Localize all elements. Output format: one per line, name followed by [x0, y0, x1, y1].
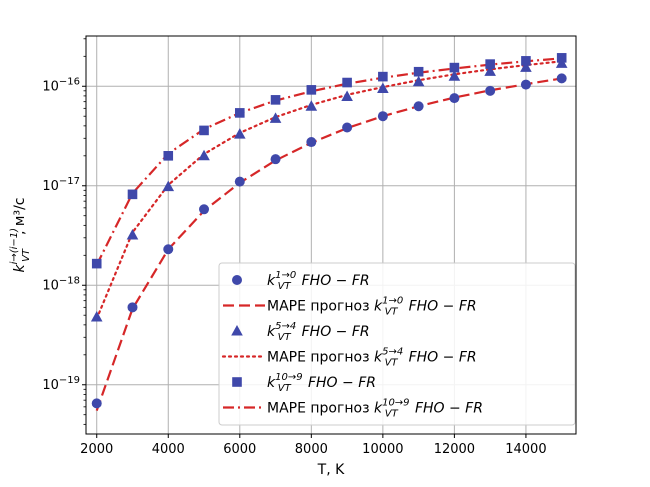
- y-tick-label: 10−16: [42, 76, 80, 94]
- data-point: [341, 90, 353, 101]
- data-point: [234, 108, 245, 118]
- legend-label: k1→0 VT FHO − FR: [267, 270, 370, 292]
- data-point: [556, 53, 567, 63]
- fit-line-2: [95, 57, 562, 266]
- data-point: [520, 61, 532, 72]
- legend-marker: [231, 325, 243, 336]
- data-point: [377, 111, 388, 122]
- y-axis-label: ki→(i−1)VT , м³/c: [9, 197, 32, 272]
- data-point: [342, 122, 353, 133]
- plot-frame: [85, 35, 577, 435]
- data-point: [448, 70, 461, 81]
- data-point: [127, 302, 138, 313]
- legend-label: k10→9 VT FHO − FR: [267, 372, 376, 394]
- x-tick-label: 2000: [80, 442, 113, 457]
- data-point: [342, 77, 352, 88]
- y-axis-label-base: k: [12, 264, 28, 273]
- x-tick-label: 10000: [362, 442, 403, 457]
- legend-label: k5→4 VT FHO − FR: [267, 321, 370, 343]
- data-point: [163, 244, 174, 255]
- data-point: [270, 154, 281, 165]
- data-point: [449, 93, 460, 104]
- data-point: [377, 82, 389, 93]
- data-point: [413, 66, 424, 77]
- fit-line-1: [95, 60, 563, 320]
- data-point: [306, 85, 317, 95]
- data-point: [306, 137, 317, 148]
- data-point: [199, 125, 209, 136]
- data-point: [520, 79, 531, 90]
- data-point: [270, 95, 281, 105]
- data-point: [198, 149, 210, 161]
- x-axis-label: T, K: [317, 462, 345, 478]
- y-tick-label: 10−19: [42, 375, 80, 393]
- y-axis-label-sub: VT: [21, 248, 32, 262]
- legend: k1→0 VT FHO − FR МАРЕ прогноз k1→0 VT FHO −…: [218, 262, 576, 426]
- data-point: [127, 189, 138, 200]
- data-point: [234, 176, 245, 187]
- legend-label: МАРЕ прогноз k1→0 VT FHO − FR: [267, 296, 477, 318]
- legend-box: [218, 262, 576, 426]
- data-point: [449, 62, 460, 73]
- y-axis-label-units: , м³/c: [12, 197, 28, 235]
- data-point: [91, 398, 102, 409]
- legend-label: МАРЕ прогноз k10→9 VT FHO − FR: [267, 398, 483, 420]
- x-tick-label: 4000: [152, 442, 185, 457]
- data-point: [484, 65, 496, 76]
- x-axis-ticks: 2000 4000 6000 8000 10000 12000 14000: [80, 434, 547, 457]
- data-point: [413, 101, 424, 112]
- data-point: [199, 204, 210, 215]
- data-points: [90, 53, 568, 409]
- data-point: [485, 85, 496, 96]
- data-point: [556, 73, 567, 84]
- data-point: [485, 59, 495, 69]
- y-tick-label: 10−18: [42, 275, 80, 293]
- x-tick-label: 8000: [295, 442, 328, 457]
- legend-marker: [232, 275, 242, 285]
- x-tick-label: 12000: [434, 442, 475, 457]
- fit-lines: [95, 57, 563, 411]
- data-point: [163, 151, 174, 161]
- data-point: [90, 310, 103, 322]
- x-tick-label: 14000: [505, 442, 546, 457]
- data-point: [162, 180, 175, 192]
- data-point: [521, 56, 531, 66]
- data-point: [378, 71, 388, 82]
- legend-marker: [232, 377, 242, 387]
- data-point: [269, 112, 282, 123]
- data-point: [305, 100, 318, 111]
- y-axis-ticks: 10−19 10−18 10−17 10−16: [42, 38, 86, 425]
- data-point: [412, 75, 425, 87]
- data-point: [126, 229, 139, 240]
- fit-line-0: [95, 77, 562, 411]
- y-tick-label: 10−17: [42, 176, 80, 194]
- legend-label: МАРЕ прогноз k5→4 VT FHO − FR: [267, 347, 477, 369]
- x-tick-label: 6000: [223, 442, 256, 457]
- data-point: [233, 128, 246, 139]
- y-axis-label-sup: i→(i−1): [9, 228, 20, 264]
- data-point: [91, 258, 102, 269]
